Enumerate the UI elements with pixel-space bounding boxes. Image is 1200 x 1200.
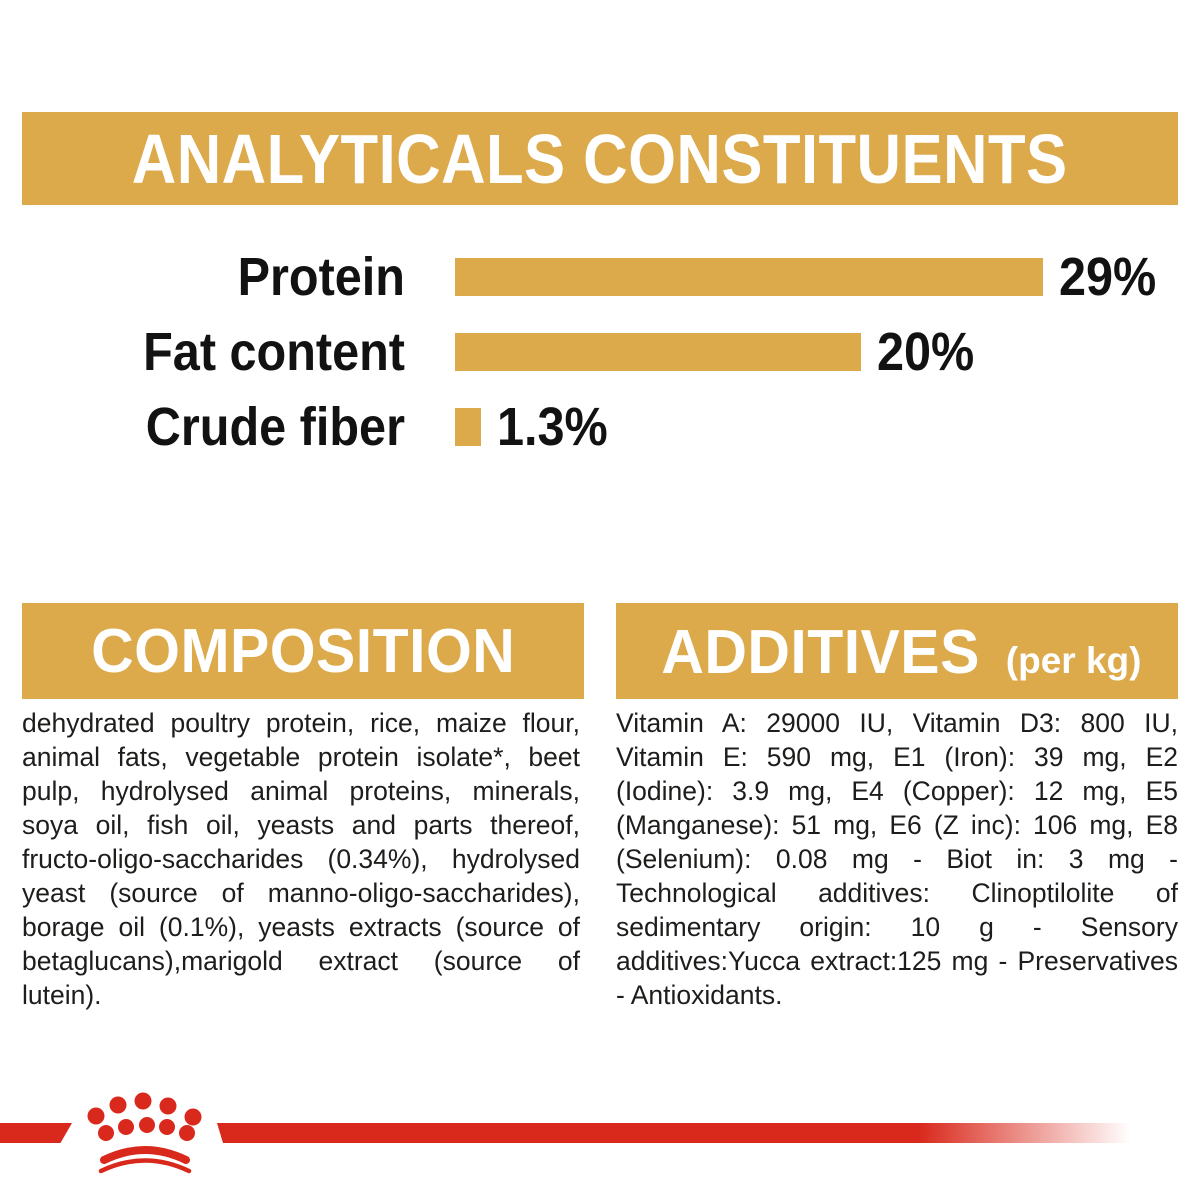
analyticals-title: ANALYTICALS CONSTITUENTS <box>132 119 1068 198</box>
chart-row: Crude fiber 1.3% <box>0 397 1200 457</box>
analyticals-bar-chart: Protein 29% Fat content 20% Crude fiber 1.3% <box>0 247 1200 483</box>
royal-canin-crown-icon <box>87 1092 202 1174</box>
composition-banner: COMPOSITION <box>22 603 584 699</box>
additives-unit-note: (per kg) <box>1005 640 1142 681</box>
additives-text: Vitamin A: 29000 IU, Vitamin D3: 800 IU,… <box>616 708 1178 1010</box>
brand-red-band-left <box>0 1123 72 1143</box>
analyticals-banner: ANALYTICALS CONSTITUENTS <box>22 112 1178 205</box>
chart-bar <box>455 258 1043 296</box>
chart-bar <box>455 333 861 371</box>
chart-bar-area: 1.3% <box>455 396 620 458</box>
chart-row: Protein 29% <box>0 247 1200 307</box>
additives-banner: ADDITIVES (per kg) <box>616 603 1178 699</box>
additives-title: ADDITIVES <box>660 618 980 687</box>
chart-bar-area: 20% <box>455 321 985 383</box>
chart-bar-value: 20% <box>877 322 975 382</box>
chart-row: Fat content 20% <box>0 322 1200 382</box>
brand-red-band-right <box>217 1123 1140 1143</box>
chart-bar <box>455 408 481 446</box>
composition-text: dehydrated poultry protein, rice, maize … <box>22 708 580 1010</box>
chart-bar-area: 29% <box>455 246 1167 308</box>
chart-bar-value: 1.3% <box>497 397 608 457</box>
chart-bar-label: Crude fiber <box>145 397 405 457</box>
chart-bar-label: Protein <box>237 247 405 307</box>
chart-bar-value: 29% <box>1059 247 1157 307</box>
chart-bar-label: Fat content <box>143 322 405 382</box>
composition-title: COMPOSITION <box>90 616 516 686</box>
